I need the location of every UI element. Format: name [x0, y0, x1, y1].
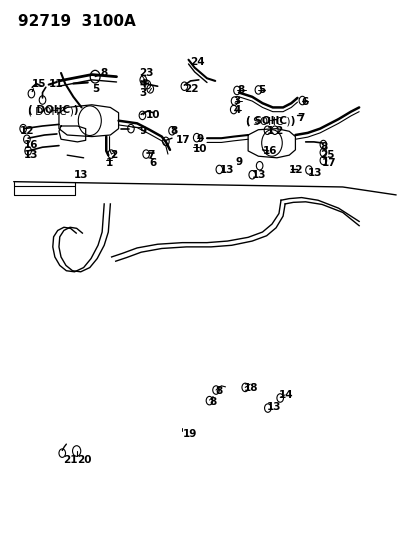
Text: 3: 3: [233, 96, 240, 106]
Text: 17: 17: [176, 135, 190, 146]
Text: 8: 8: [100, 68, 107, 78]
Text: 13: 13: [24, 150, 38, 160]
Text: 6: 6: [149, 158, 156, 168]
Text: 1: 1: [106, 158, 113, 168]
Text: 8: 8: [215, 386, 222, 396]
Text: 8: 8: [170, 126, 177, 136]
Text: 8: 8: [319, 142, 327, 152]
Text: 3: 3: [139, 87, 146, 98]
Text: 92719  3100A: 92719 3100A: [18, 13, 135, 28]
Text: 6: 6: [301, 97, 308, 107]
Text: 4: 4: [139, 78, 146, 88]
Text: 5: 5: [258, 85, 265, 95]
Text: 22: 22: [184, 84, 198, 94]
Text: 15: 15: [32, 78, 47, 88]
Text: 18: 18: [243, 383, 258, 393]
Text: 20: 20: [77, 455, 92, 465]
Text: 13: 13: [307, 168, 321, 177]
Text: 13: 13: [252, 171, 266, 180]
Text: 12: 12: [20, 126, 34, 136]
Text: ( DOHC ): ( DOHC ): [28, 105, 78, 115]
Text: 2: 2: [110, 150, 117, 160]
Text: 19: 19: [182, 429, 196, 439]
Text: 16: 16: [262, 146, 276, 156]
Text: 7: 7: [147, 150, 154, 160]
Text: 14: 14: [278, 390, 293, 400]
Text: 7: 7: [297, 113, 304, 123]
Text: 4: 4: [233, 105, 240, 115]
Text: 23: 23: [139, 68, 153, 78]
Text: 25: 25: [319, 150, 334, 160]
Text: 13: 13: [266, 402, 280, 412]
Text: 13: 13: [219, 165, 233, 175]
Text: 16: 16: [24, 140, 38, 150]
Text: 24: 24: [190, 58, 205, 67]
Text: 12: 12: [289, 165, 303, 175]
Text: 11: 11: [49, 78, 63, 88]
Text: 9: 9: [139, 126, 146, 136]
Text: 9: 9: [196, 134, 203, 144]
Text: 13: 13: [73, 171, 88, 180]
Text: 10: 10: [145, 110, 159, 120]
Text: ( SOHC ): ( SOHC ): [245, 117, 290, 127]
Text: ( SOHC ): ( SOHC ): [245, 116, 295, 126]
Text: 10: 10: [192, 144, 206, 154]
Text: 8: 8: [209, 397, 216, 407]
Text: 5: 5: [92, 84, 99, 94]
Text: 8: 8: [237, 85, 244, 95]
Text: 1: 1: [266, 126, 273, 136]
Text: 17: 17: [321, 158, 336, 168]
Text: ( DOHC ): ( DOHC ): [28, 106, 74, 116]
Text: 2: 2: [274, 126, 281, 136]
Text: 9: 9: [235, 157, 242, 166]
Text: 21: 21: [63, 455, 77, 465]
